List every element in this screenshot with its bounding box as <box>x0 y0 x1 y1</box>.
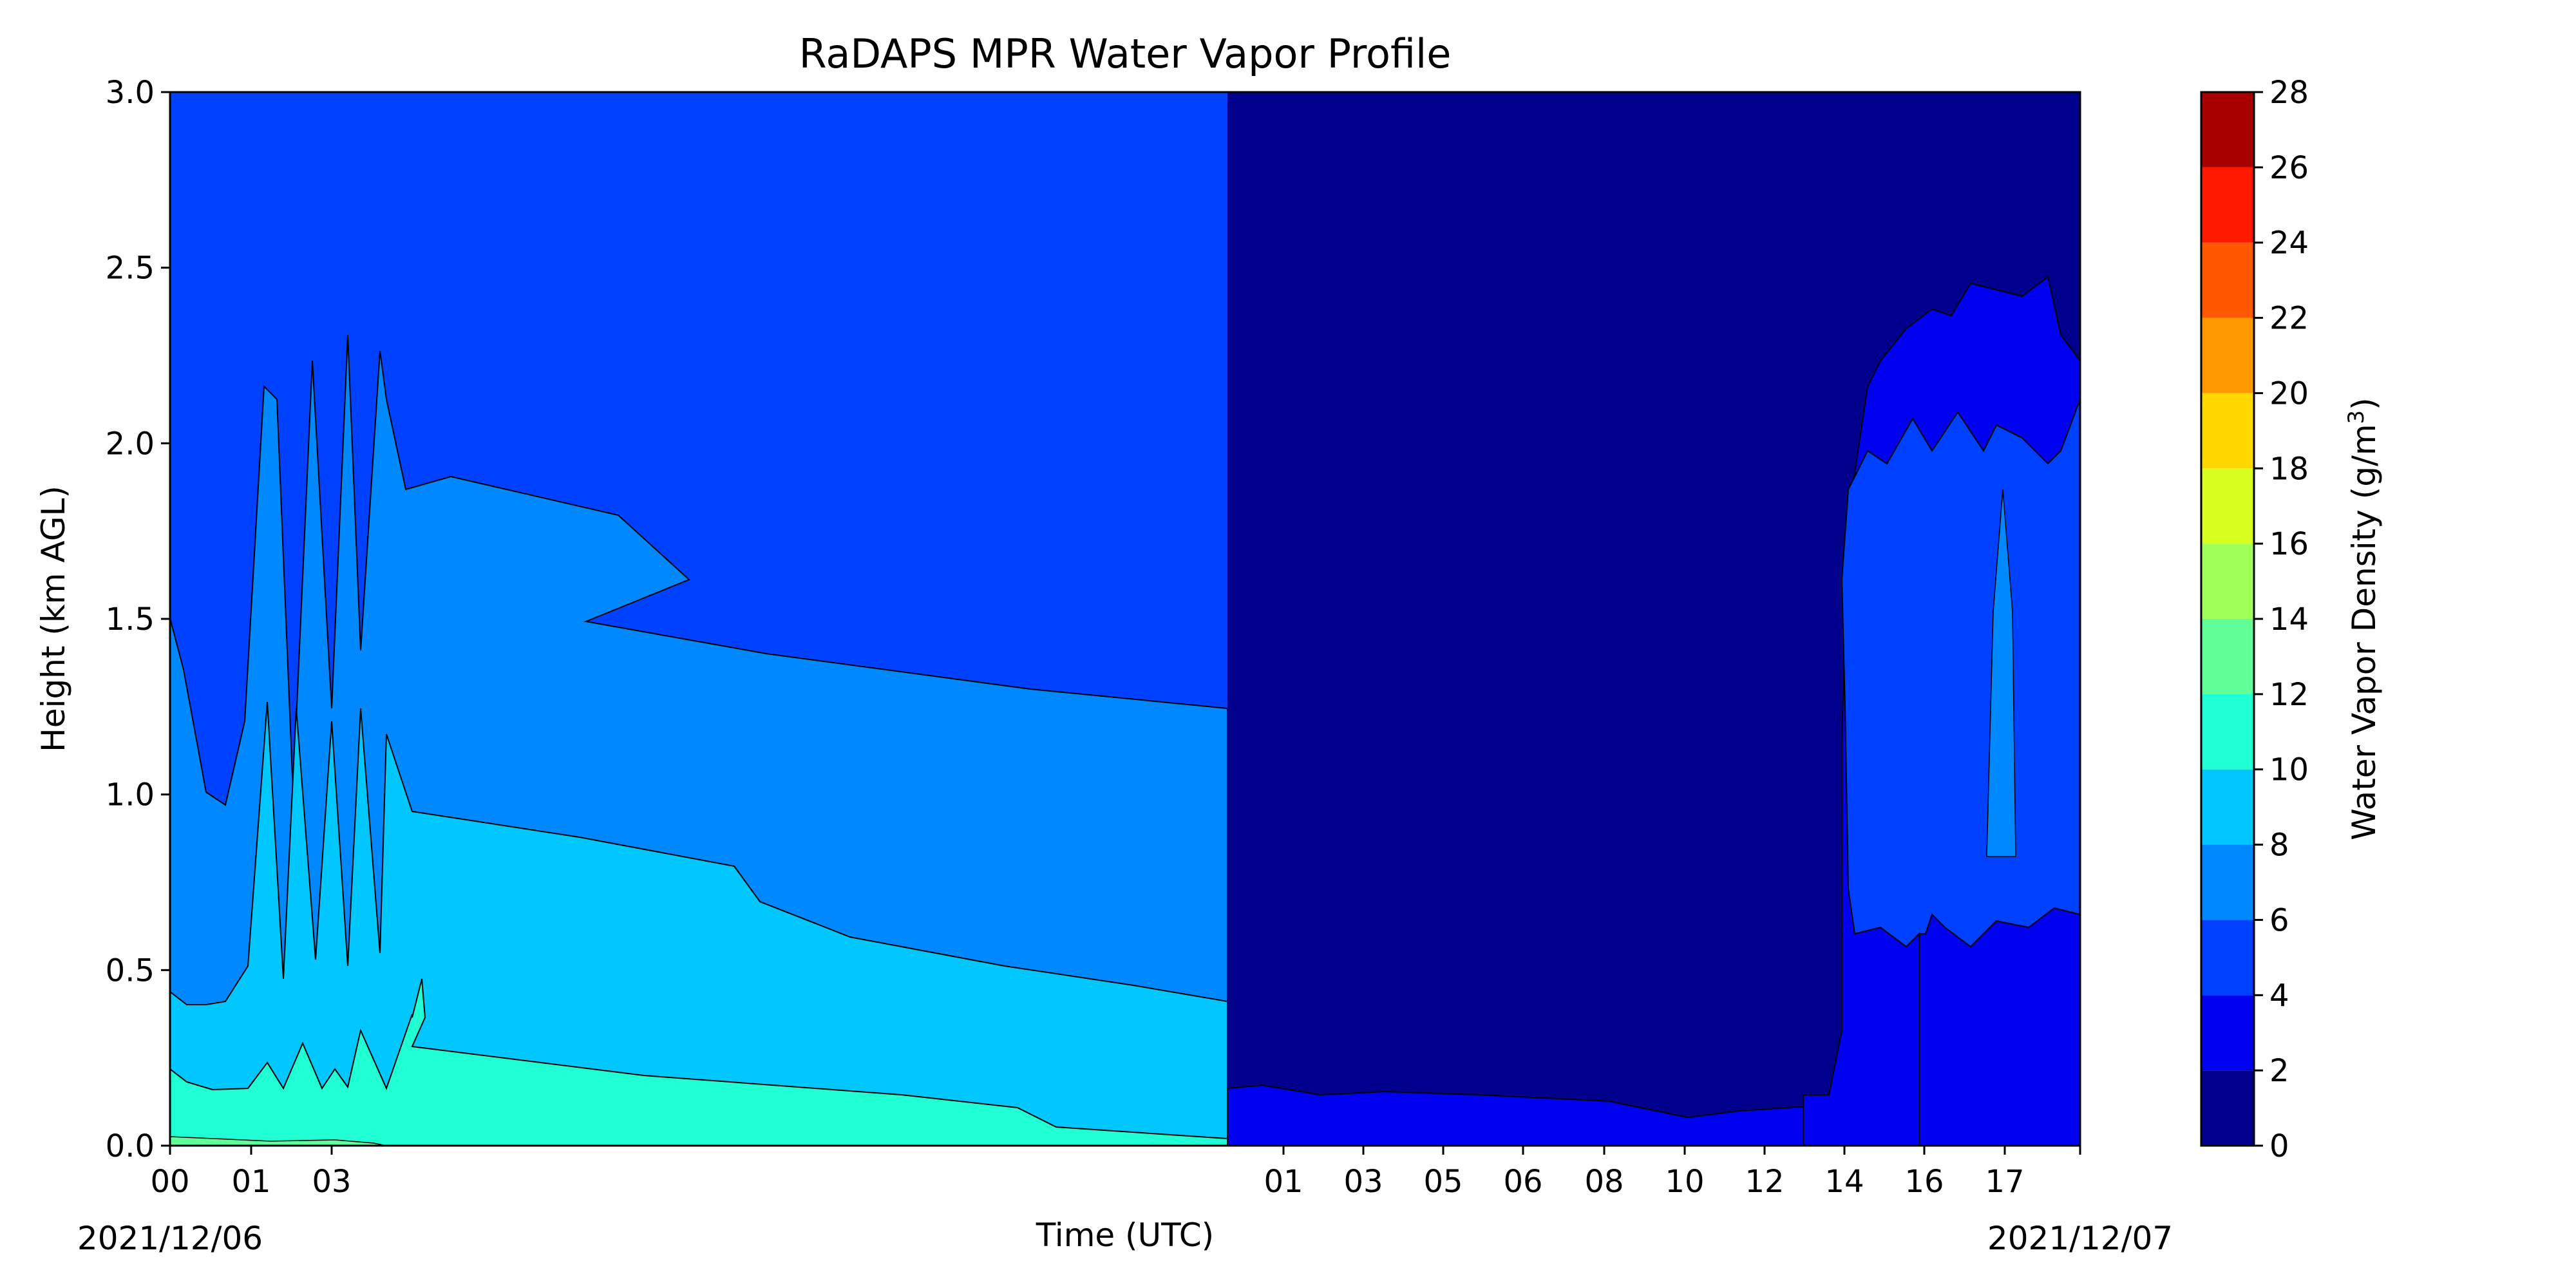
left-region-8-10 <box>170 701 1228 1146</box>
x-tick-label: 01 <box>231 1164 270 1200</box>
colorbar-tick-label: 16 <box>2269 526 2309 562</box>
colorbar-band <box>2201 242 2254 318</box>
colorbar-tick-label: 2 <box>2269 1053 2289 1089</box>
colorbar-band <box>2201 92 2254 167</box>
x-axis-ticks: 00 01 03 01 03 05 06 08 10 12 14 16 17 <box>150 1146 2081 1200</box>
x-tick-label: 08 <box>1584 1164 1624 1200</box>
colorbar-band <box>2201 1070 2254 1146</box>
y-tick-label: 0.0 <box>106 1128 155 1164</box>
colorbar-band <box>2201 544 2254 619</box>
colorbar-tick-label: 14 <box>2269 601 2309 638</box>
x-tick-label: 12 <box>1745 1164 1784 1200</box>
start-date-label: 2021/12/06 <box>77 1220 263 1257</box>
end-date-label: 2021/12/07 <box>1987 1220 2173 1257</box>
x-tick-label: 01 <box>1264 1164 1303 1200</box>
y-tick-label: 2.5 <box>106 251 155 287</box>
colorbar-tick-label: 8 <box>2269 828 2289 864</box>
colorbar-tick-label: 22 <box>2269 301 2309 337</box>
colorbar-tick-label: 12 <box>2269 677 2309 713</box>
colorbar-band <box>2201 694 2254 770</box>
colorbar-tick-label: 10 <box>2269 752 2309 788</box>
y-tick-label: 0.5 <box>106 952 155 989</box>
right-region-6-8-patch <box>1986 489 2016 857</box>
x-tick-label: 16 <box>1904 1164 1944 1200</box>
colorbar <box>2201 92 2254 1146</box>
colorbar-band <box>2201 769 2254 845</box>
colorbar-band <box>2201 920 2254 996</box>
colorbar-tick-label: 20 <box>2269 375 2309 412</box>
x-tick-label: 00 <box>150 1164 189 1200</box>
left-region-10-12 <box>170 978 1228 1146</box>
colorbar-label: Water Vapor Density (g/m3) <box>2344 397 2383 840</box>
left-region-12-14 <box>170 1136 387 1146</box>
colorbar-band <box>2201 995 2254 1071</box>
x-tick-label: 03 <box>1343 1164 1383 1200</box>
colorbar-tick-label: 0 <box>2269 1128 2289 1164</box>
colorbar-band <box>2201 317 2254 393</box>
colorbar-band <box>2201 167 2254 243</box>
y-tick-label: 1.0 <box>106 777 155 813</box>
colorbar-tick-label: 18 <box>2269 451 2309 487</box>
colorbar-tick-label: 6 <box>2269 902 2289 938</box>
y-axis-ticks: 0.0 0.5 1.0 1.5 2.0 2.5 3.0 <box>106 75 170 1164</box>
colorbar-band <box>2201 844 2254 920</box>
colorbar-band <box>2201 468 2254 544</box>
colorbar-tick-label: 4 <box>2269 978 2289 1014</box>
x-tick-label: 03 <box>312 1164 351 1200</box>
y-axis-label: Height (km AGL) <box>35 486 72 752</box>
y-tick-label: 2.0 <box>106 426 155 462</box>
colorbar-tick-label: 26 <box>2269 150 2309 186</box>
y-tick-label: 3.0 <box>106 75 155 111</box>
colorbar-band <box>2201 619 2254 694</box>
x-tick-label: 05 <box>1423 1164 1463 1200</box>
colorbar-band <box>2201 393 2254 469</box>
plot-area <box>170 92 2080 1146</box>
right-region-4-6 <box>1841 399 2080 1146</box>
x-tick-label: 06 <box>1503 1164 1542 1200</box>
x-tick-label: 14 <box>1824 1164 1864 1200</box>
chart-title: RaDAPS MPR Water Vapor Profile <box>799 30 1452 77</box>
x-axis-label: Time (UTC) <box>1036 1217 1214 1254</box>
colorbar-tick-label: 24 <box>2269 225 2309 261</box>
colorbar-tick-label: 28 <box>2269 75 2309 111</box>
x-tick-label: 10 <box>1665 1164 1704 1200</box>
x-tick-label: 17 <box>1985 1164 2024 1200</box>
y-tick-label: 1.5 <box>106 601 155 638</box>
